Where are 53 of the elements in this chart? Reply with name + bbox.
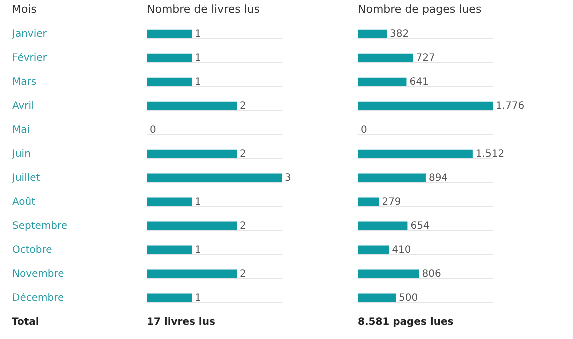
data-label: 2 (240, 101, 246, 112)
data-label: 3 (285, 172, 292, 184)
data-label: 1 (195, 292, 202, 304)
data-label: 2 (240, 149, 246, 160)
y-tick-label: Octobre (12, 244, 52, 256)
bar (358, 150, 473, 158)
bar (358, 174, 426, 182)
bar (358, 222, 408, 230)
y-tick-label: Avril (12, 101, 34, 112)
data-label: 1 (195, 196, 202, 208)
y-tick-label: Novembre (12, 268, 64, 280)
data-label: 500 (399, 292, 418, 304)
data-label: 1.512 (476, 149, 505, 160)
bar (358, 270, 420, 278)
y-tick-label: Janvier (12, 29, 48, 40)
data-label: 2 (240, 268, 246, 280)
bar (358, 78, 407, 86)
data-label: 806 (422, 268, 442, 280)
y-tick-label: Juillet (12, 172, 40, 184)
chart-title: Nombre de pages lues (358, 3, 482, 16)
data-label: 894 (428, 172, 448, 184)
data-label: 1 (195, 244, 202, 256)
data-label: 1 (195, 53, 202, 64)
y-tick-label: Décembre (12, 292, 64, 304)
y-tick-label: Juin (12, 149, 31, 160)
y-tick-label: Mars (12, 77, 37, 88)
y-tick-label: Mai (12, 125, 30, 136)
y-tick-label: Février (12, 53, 48, 64)
data-label: 279 (382, 196, 402, 208)
bar (358, 246, 390, 254)
data-label: 0 (150, 125, 156, 136)
bar (358, 294, 396, 302)
chart-title: Nombre de livres lus (147, 3, 260, 16)
data-label: 0 (361, 125, 368, 136)
y-tick-label: Août (12, 196, 36, 208)
y-tick-label: Septembre (12, 220, 68, 232)
data-label: 1.776 (496, 101, 525, 112)
y-axis-title: Mois (12, 3, 38, 16)
data-label: 1 (195, 29, 202, 40)
bar (358, 30, 388, 38)
text: 17 livres lus (147, 317, 216, 328)
data-label: 1 (195, 77, 202, 88)
data-label: 727 (416, 53, 436, 64)
text: 8.581 pages lues (358, 317, 454, 328)
text: Total (12, 317, 40, 328)
data-label: 410 (392, 244, 412, 256)
bar (358, 102, 493, 110)
data-label: 641 (410, 77, 429, 88)
bar (358, 54, 414, 62)
data-label: 2 (240, 220, 246, 232)
data-label: 654 (410, 220, 430, 232)
data-label: 382 (390, 29, 410, 40)
bar (358, 198, 380, 206)
